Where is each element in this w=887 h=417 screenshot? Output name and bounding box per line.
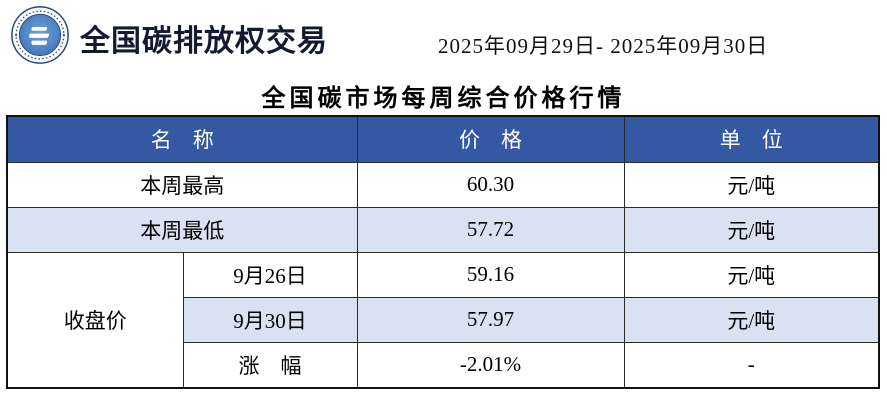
cell-unit: 元/吨 (623, 161, 880, 208)
closing-price-label: 收盘价 (6, 251, 184, 389)
table-row-week-high: 本周最高 60.30 元/吨 (6, 161, 880, 208)
price-table: 名 称 价 格 单 位 本周最高 60.30 元/吨 本周最低 57.72 元/… (6, 115, 880, 389)
cell-price: -2.01% (356, 341, 625, 389)
page-title: 全国碳市场每周综合价格行情 (261, 86, 626, 112)
cell-unit: 元/吨 (623, 251, 880, 298)
column-header-unit: 单 位 (623, 115, 880, 163)
column-header-price: 价 格 (356, 115, 625, 163)
cell-name: 本周最高 (6, 161, 358, 208)
table-row-close-0930: 9月30日 57.97 元/吨 (7, 296, 880, 343)
cell-price: 60.30 (356, 161, 625, 208)
cell-unit: 元/吨 (623, 206, 880, 253)
date-range: 2025年09月29日- 2025年09月30日 (438, 34, 769, 58)
cell-price: 59.16 (356, 251, 625, 298)
cell-name: 本周最低 (6, 206, 358, 253)
cell-price: 57.97 (356, 296, 625, 343)
cell-price: 57.72 (356, 206, 625, 253)
table-row-close-0926: 收盘价 9月26日 59.16 元/吨 (6, 251, 880, 389)
table-header-row: 名 称 价 格 单 位 (6, 115, 880, 163)
column-header-name: 名 称 (6, 115, 358, 163)
cell-subname: 涨 幅 (182, 341, 358, 389)
carbon-exchange-logo-icon (11, 6, 69, 64)
table-row-change: 涨 幅 -2.01% - (7, 341, 880, 389)
cell-unit: - (623, 341, 880, 389)
cell-unit: 元/吨 (623, 296, 880, 343)
cell-subname: 9月30日 (182, 296, 358, 343)
table-row-week-low: 本周最低 57.72 元/吨 (6, 206, 880, 253)
brand-title: 全国碳排放权交易 (80, 25, 328, 58)
cell-subname: 9月26日 (182, 251, 358, 298)
report-header: 全国碳排放权交易 2025年09月29日- 2025年09月30日 (0, 0, 887, 70)
